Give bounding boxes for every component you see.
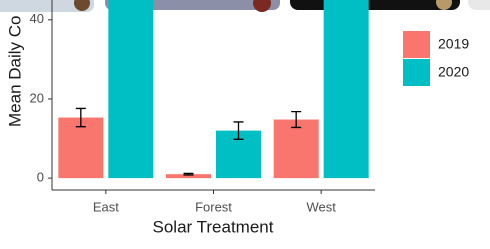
video-tile (290, 0, 460, 10)
x-axis-title: Solar Treatment (153, 217, 274, 236)
y-tick-label: 40 (30, 11, 44, 26)
bar (108, 0, 153, 178)
legend-swatch (403, 31, 430, 58)
video-tile (468, 0, 490, 10)
legend-label: 2019 (438, 36, 469, 52)
x-tick-label: West (306, 199, 336, 214)
bars (58, 0, 368, 178)
bar (324, 0, 369, 178)
x-tick-label: East (93, 199, 119, 214)
bar (274, 120, 319, 179)
error-bar (184, 173, 194, 175)
y-tick-label: 20 (30, 90, 44, 105)
x-tick-label: Forest (195, 199, 232, 214)
avatar (253, 0, 271, 12)
legend-label: 2020 (438, 64, 469, 80)
y-tick-label: 0 (37, 170, 44, 185)
screen: 0 20 40 East Forest West 2019 2020 Solar Treatm… (0, 0, 490, 249)
plot: 0 20 40 East Forest West 2019 2020 (30, 0, 470, 214)
video-tiles (0, 0, 490, 12)
y-axis-title: Mean Daily Co (5, 16, 24, 128)
legend-swatch (403, 59, 430, 86)
